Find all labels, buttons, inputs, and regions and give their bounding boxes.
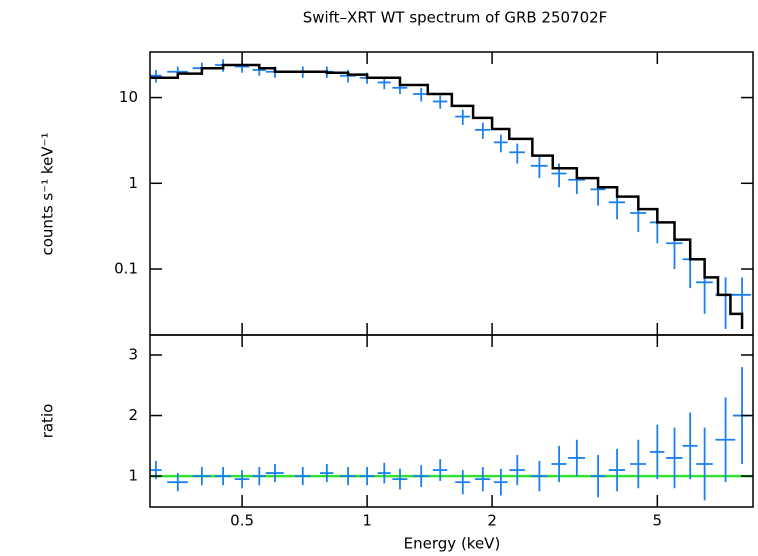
y-axis-label: counts s⁻¹ keV⁻¹ — [39, 133, 57, 256]
model-line — [150, 63, 744, 329]
y-tick-label: 2 — [128, 406, 138, 424]
y-tick-label: 3 — [128, 345, 138, 363]
y-tick-label: 1 — [128, 174, 138, 192]
lower-plot — [150, 367, 753, 501]
x-axis-label: Energy (keV) — [404, 535, 501, 553]
x-tick-label: 2 — [487, 512, 497, 530]
chart-title: Swift–XRT WT spectrum of GRB 250702F — [303, 9, 608, 27]
y-tick-label: 1 — [128, 467, 138, 485]
y-tick-label: 10 — [119, 88, 138, 106]
y-axis-label: ratio — [39, 404, 57, 439]
axes: 0.1 1 10 1 2 3 0.5 1 2 5 — [114, 52, 753, 530]
y-tick-label: 0.1 — [114, 260, 138, 278]
lower-frame — [149, 334, 754, 508]
upper-plot — [150, 59, 751, 329]
x-tick-label: 1 — [362, 512, 372, 530]
x-tick-label: 5 — [653, 512, 663, 530]
x-tick-label: 0.5 — [230, 512, 254, 530]
